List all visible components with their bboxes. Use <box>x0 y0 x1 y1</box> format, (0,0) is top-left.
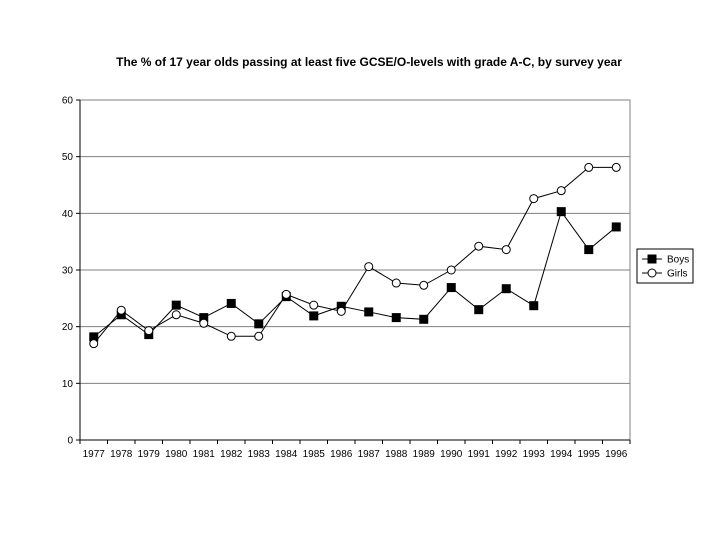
legend-label: Boys <box>667 255 689 266</box>
series-line-boys <box>93 210 617 338</box>
x-tick-label: 1983 <box>248 449 271 460</box>
x-tick-label: 1979 <box>138 449 161 460</box>
data-point-girls <box>144 326 154 336</box>
x-tick-label: 1995 <box>578 449 601 460</box>
data-point-girls <box>281 289 291 299</box>
legend-item-girls: Girls <box>642 268 688 280</box>
x-tick-label: 1993 <box>523 449 546 460</box>
y-tick-label: 0 <box>67 436 73 447</box>
legend-label: Girls <box>667 269 688 280</box>
x-tick-label: 1978 <box>110 449 133 460</box>
y-tick-label: 50 <box>62 152 74 163</box>
axes: 0 10 20 30 40 50 60 1977 1978 1979 1980 1981 1982 198… <box>62 96 631 460</box>
data-point-girls <box>364 262 374 272</box>
data-point-boys <box>501 284 511 294</box>
data-point-girls <box>584 162 594 172</box>
series-layer <box>89 162 621 349</box>
data-point-boys <box>364 307 374 317</box>
y-tick-label: 10 <box>62 379 74 390</box>
x-tick-label: 1991 <box>468 449 491 460</box>
data-point-boys <box>584 245 594 255</box>
data-point-girls <box>89 339 99 349</box>
x-tick-label: 1987 <box>358 449 381 460</box>
data-point-girls <box>309 300 319 310</box>
data-point-girls <box>419 280 429 290</box>
x-tick-label: 1992 <box>495 449 518 460</box>
data-point-girls <box>226 331 236 341</box>
x-tick-label: 1984 <box>275 449 298 460</box>
data-point-boys <box>419 314 429 324</box>
gridlines <box>80 156 630 384</box>
data-point-boys <box>556 207 566 217</box>
series-girls <box>89 162 621 349</box>
x-tick-label: 1977 <box>83 449 106 460</box>
data-point-girls <box>529 194 539 204</box>
data-point-boys <box>226 298 236 308</box>
data-point-girls <box>501 245 511 255</box>
x-tick-label: 1989 <box>413 449 436 460</box>
data-point-girls <box>171 310 181 320</box>
data-point-boys <box>529 301 539 311</box>
y-tick-label: 20 <box>62 322 74 333</box>
data-point-boys <box>171 300 181 310</box>
x-tick-label: 1980 <box>165 449 188 460</box>
x-tick-label: 1990 <box>440 449 463 460</box>
data-point-girls <box>254 331 264 341</box>
x-tick-label: 1996 <box>605 449 628 460</box>
legend-box <box>636 248 694 284</box>
data-point-boys <box>446 283 456 293</box>
y-tick-label: 30 <box>62 266 74 277</box>
data-point-girls <box>611 162 621 172</box>
x-tick-label: 1988 <box>385 449 408 460</box>
legend-item-boys: Boys <box>642 254 689 266</box>
data-point-boys <box>474 305 484 315</box>
data-point-boys <box>391 313 401 323</box>
data-point-girls <box>391 278 401 288</box>
series-line-girls <box>93 166 617 344</box>
data-point-girls <box>556 186 566 196</box>
y-tick-label: 40 <box>62 209 74 220</box>
data-point-boys <box>254 319 264 329</box>
y-tick-label: 60 <box>62 96 74 107</box>
data-point-girls <box>116 305 126 315</box>
x-tick-label: 1986 <box>330 449 353 460</box>
data-point-girls <box>446 265 456 275</box>
x-tick-label: 1985 <box>303 449 326 460</box>
legend-marker-boys <box>647 254 657 264</box>
data-point-girls <box>336 306 346 316</box>
data-point-boys <box>309 311 319 321</box>
chart-title: The % of 17 year olds passing at least f… <box>116 55 622 69</box>
x-tick-label: 1994 <box>550 449 573 460</box>
data-point-girls <box>474 241 484 251</box>
data-point-boys <box>611 222 621 232</box>
x-tick-label: 1982 <box>220 449 243 460</box>
legend-marker-girls <box>647 268 657 278</box>
legend: Boys Girls <box>636 248 694 284</box>
series-boys <box>89 207 621 342</box>
data-point-girls <box>199 318 209 328</box>
x-tick-label: 1981 <box>193 449 216 460</box>
